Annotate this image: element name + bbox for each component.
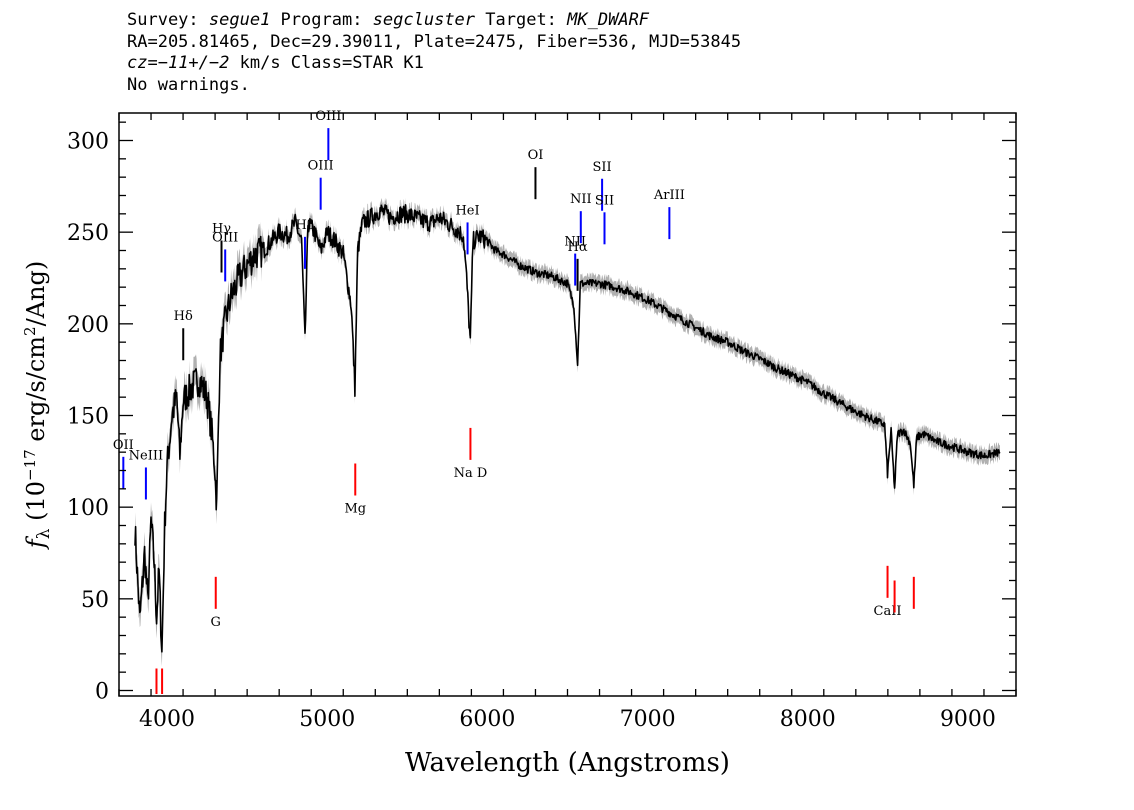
line-label: ArIII xyxy=(653,188,685,203)
line-label: OII xyxy=(113,438,134,453)
header-line-coordinates: RA=205.81465, Dec=29.39011, Plate=2475, … xyxy=(127,31,742,52)
x-tick-label: 6000 xyxy=(459,707,515,732)
y-axis-label: fλ (10−17 erg/s/cm2/Ang) xyxy=(21,261,54,550)
x-axis-ticks: 4000 5000 6000 7000 8000 9000 xyxy=(118,113,1017,732)
x-tick-label: 4000 xyxy=(139,707,195,732)
line-label: SII xyxy=(593,160,612,175)
line-label: Mg xyxy=(344,501,366,516)
y-axis-ticks: 0 50 100 150 200 250 300 xyxy=(67,121,1016,705)
x-tick-label: 7000 xyxy=(620,707,676,732)
spectrum-header: Survey: segue1 Program: segcluster Targe… xyxy=(127,10,741,96)
line-label: Hγ xyxy=(212,222,231,237)
target-label: Target: xyxy=(475,10,568,30)
spectrum-line xyxy=(134,204,1001,653)
error-band-layer xyxy=(135,197,1000,667)
class-info: km/s Class=STAR K1 xyxy=(229,53,424,73)
header-line-warnings: No warnings. xyxy=(127,74,250,95)
line-label: OIII xyxy=(308,159,334,174)
y-tick-label: 0 xyxy=(95,680,109,705)
line-label: OIII xyxy=(315,109,341,124)
target-value: MK_DWARF xyxy=(567,10,650,30)
error-band xyxy=(135,197,1000,667)
x-tick-label: 5000 xyxy=(299,707,355,732)
y-tick-label: 150 xyxy=(67,405,109,430)
x-tick-label: 9000 xyxy=(940,707,996,732)
line-label: CaII xyxy=(874,604,902,619)
y-tick-label: 300 xyxy=(67,130,109,155)
program-value: segcluster xyxy=(372,10,476,30)
line-label: Hδ xyxy=(174,309,193,324)
line-label: OIII xyxy=(212,230,238,245)
line-label: HeI xyxy=(455,203,479,218)
x-tick-label: 8000 xyxy=(780,707,836,732)
line-label: OI xyxy=(528,148,544,163)
line-label: SII xyxy=(595,193,614,208)
y-tick-label: 250 xyxy=(67,221,109,246)
y-tick-label: 50 xyxy=(81,588,109,613)
line-label: NeIII xyxy=(129,448,163,463)
y-tick-label: 200 xyxy=(67,313,109,338)
spectrum-series-layer xyxy=(134,204,1001,653)
header-line-redshift: cz=−11+/−2 km/s Class=STAR K1 xyxy=(127,53,741,75)
x-axis-label: Wavelength (Angstroms) xyxy=(405,748,730,778)
cz-label: cz= xyxy=(127,53,158,73)
survey-value: segue1 xyxy=(208,10,271,30)
cz-value: −11+/−2 xyxy=(157,53,230,73)
line-label: Hβ xyxy=(296,218,315,233)
line-label: Na D xyxy=(454,466,488,481)
header-line-survey: Survey: segue1 Program: segcluster Targe… xyxy=(127,10,741,32)
line-label: NII xyxy=(570,192,592,207)
survey-label: Survey: xyxy=(127,10,209,30)
line-label: Hα xyxy=(568,240,588,255)
line-label: G xyxy=(211,615,221,630)
spectral-line-markers: OIINeIIIHδHγOIIIHβOIIIOIIIHeIOINIIHαNIIS… xyxy=(113,109,915,694)
y-tick-label: 100 xyxy=(67,496,109,521)
program-label: Program: xyxy=(270,10,373,30)
